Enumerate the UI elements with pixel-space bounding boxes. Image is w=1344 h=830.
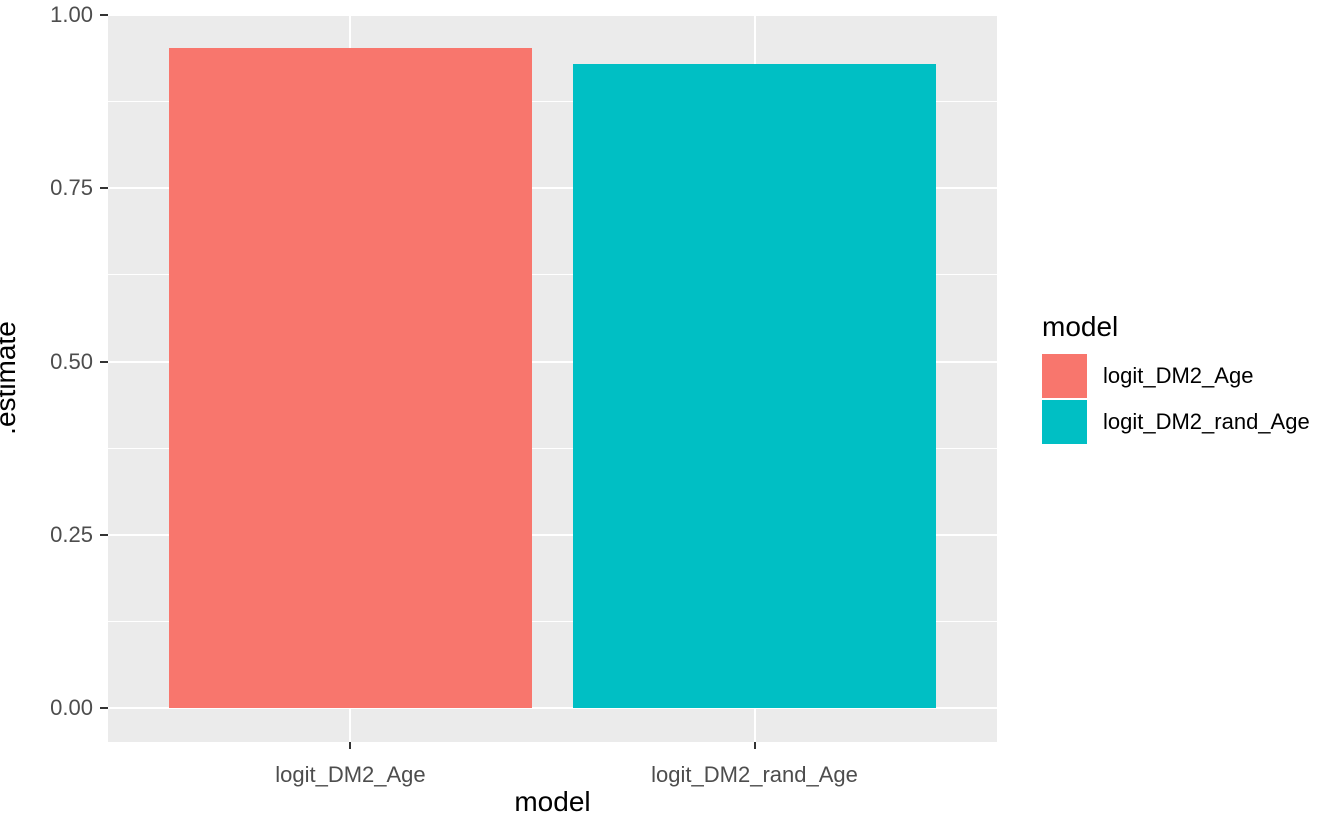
gridline-minor — [108, 101, 997, 103]
plot-panel — [108, 15, 997, 742]
x-tick-mark — [349, 742, 352, 749]
y-tick-mark — [100, 360, 108, 363]
gridline-major — [108, 15, 997, 16]
legend-entry: logit_DM2_rand_Age — [1042, 400, 1310, 444]
gridline-minor — [108, 447, 997, 449]
bar-logit_DM2_Age — [168, 48, 533, 708]
legend-label: logit_DM2_Age — [1103, 363, 1254, 388]
legend: model logit_DM2_Age logit_DM2_rand_Age — [1042, 310, 1310, 446]
y-tick-label: 1.00 — [50, 2, 93, 27]
gridline-minor — [108, 274, 997, 276]
x-tick-label: logit_DM2_Age — [275, 762, 426, 787]
y-tick-mark — [100, 707, 108, 709]
gridline-minor — [108, 620, 997, 622]
y-tick-label: 0.00 — [50, 695, 93, 720]
legend-key-swatch — [1042, 400, 1087, 444]
y-tick-label: 0.50 — [50, 348, 93, 374]
legend-key-swatch — [1042, 354, 1087, 398]
x-tick-mark — [753, 742, 756, 749]
x-tick-label: logit_DM2_rand_Age — [651, 762, 858, 787]
legend-label: logit_DM2_rand_Age — [1103, 409, 1310, 434]
legend-entries: logit_DM2_Age logit_DM2_rand_Age — [1042, 354, 1310, 444]
gridline-major — [108, 707, 997, 709]
y-tick-label: 0.25 — [50, 521, 93, 547]
bar-logit_DM2_rand_Age — [572, 63, 937, 708]
y-tick-label: 0.75 — [50, 175, 93, 201]
y-tick-mark — [100, 14, 108, 16]
gridline-major — [108, 533, 997, 536]
y-tick-mark — [100, 533, 108, 536]
y-tick-mark — [100, 187, 108, 190]
gridline-major — [108, 187, 997, 190]
y-axis-title-text: .estimate — [0, 321, 21, 435]
x-axis-title: model — [514, 786, 591, 817]
legend-entry: logit_DM2_Age — [1042, 354, 1310, 398]
gridline-major — [108, 360, 997, 363]
legend-title: model — [1042, 311, 1119, 342]
